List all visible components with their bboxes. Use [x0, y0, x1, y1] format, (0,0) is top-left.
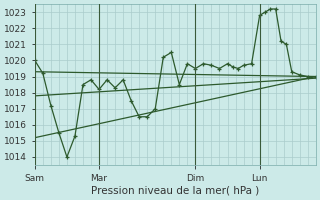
X-axis label: Pression niveau de la mer( hPa ): Pression niveau de la mer( hPa ) [91, 186, 260, 196]
